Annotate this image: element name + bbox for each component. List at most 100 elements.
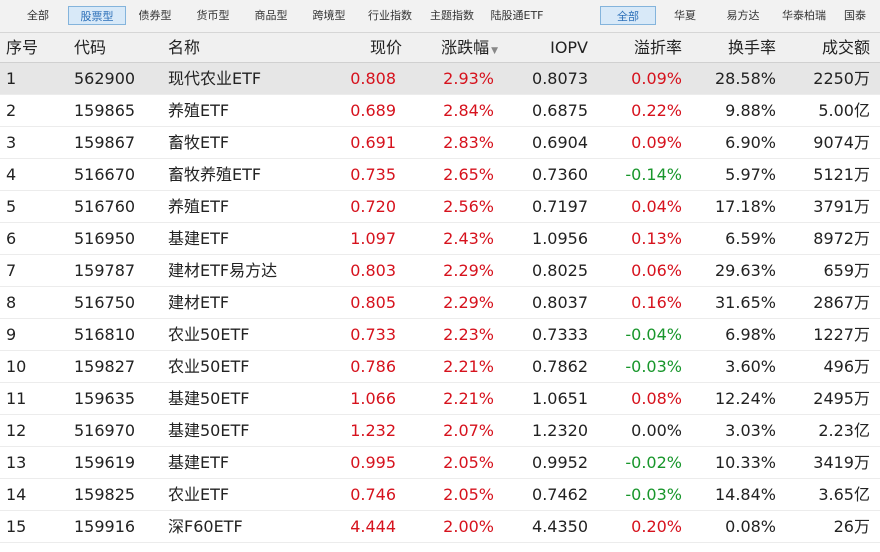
cell-name: 基建50ETF (168, 389, 250, 408)
cell-amount: 659万 (823, 261, 870, 280)
tab-industry-index[interactable]: 行业指数 (368, 9, 412, 22)
cell-price: 0.746 (350, 485, 396, 504)
cell-iopv: 0.8025 (532, 261, 588, 280)
cell-premium: 0.20% (631, 517, 682, 536)
col-header-amount[interactable]: 成交额 (821, 38, 870, 57)
tab-huatai-pinebridge[interactable]: 华泰柏瑞 (782, 9, 826, 22)
cell-index: 12 (6, 421, 27, 440)
cell-iopv: 0.9952 (532, 453, 588, 472)
tab-guotai[interactable]: 国泰 (844, 9, 866, 22)
cell-turnover: 6.90% (725, 133, 776, 152)
cell-index: 5 (6, 197, 17, 216)
col-header-index[interactable]: 序号 (6, 38, 39, 57)
cell-index: 15 (6, 517, 27, 536)
table-row[interactable]: 5 516760 养殖ETF 0.720 2.56% 0.7197 0.04% 17.18% 3… (0, 191, 880, 223)
cell-turnover: 3.60% (725, 357, 776, 376)
cell-name: 农业50ETF (168, 325, 250, 344)
cell-price: 0.995 (350, 453, 396, 472)
cell-turnover: 6.98% (725, 325, 776, 344)
cell-index: 2 (6, 101, 17, 120)
cell-price: 1.232 (350, 421, 396, 440)
cell-amount: 2867万 (813, 293, 870, 312)
table-row[interactable]: 9 516810 农业50ETF 0.733 2.23% 0.7333 -0.04% 6.98… (0, 319, 880, 351)
tab-money-type[interactable]: 货币型 (196, 9, 230, 22)
etf-table-body: 1 562900 现代农业ETF 0.808 2.93% 0.8073 0.09% 28.58… (0, 63, 880, 543)
tab-stock-connect-etf[interactable]: 陆股通ETF (490, 9, 544, 22)
cell-name: 建材ETF (168, 293, 230, 312)
cell-index: 1 (6, 69, 17, 88)
cell-amount: 5121万 (813, 165, 870, 184)
cell-premium: 0.09% (631, 133, 682, 152)
table-row[interactable]: 1 562900 现代农业ETF 0.808 2.93% 0.8073 0.09% 28.58… (0, 63, 880, 95)
cell-amount: 3419万 (813, 453, 870, 472)
cell-turnover: 12.24% (714, 389, 776, 408)
col-header-iopv[interactable]: IOPV (550, 38, 588, 57)
cell-change: 2.29% (443, 261, 494, 280)
tab-huaxia[interactable]: 华夏 (674, 9, 696, 22)
cell-name: 养殖ETF (168, 101, 230, 120)
cell-name: 畜牧养殖ETF (168, 165, 262, 184)
col-header-code[interactable]: 代码 (74, 38, 107, 57)
table-row[interactable]: 11 159635 基建50ETF 1.066 2.21% 1.0651 0.08% 12.2… (0, 383, 880, 415)
cell-code: 159865 (74, 101, 136, 120)
cell-index: 11 (6, 389, 27, 408)
table-row[interactable]: 6 516950 基建ETF 1.097 2.43% 1.0956 0.13% 6.59% 89… (0, 223, 880, 255)
cell-amount: 496万 (823, 357, 870, 376)
cell-index: 14 (6, 485, 27, 504)
col-header-price[interactable]: 现价 (369, 38, 402, 57)
tab-theme-index[interactable]: 主题指数 (430, 9, 474, 22)
cell-change: 2.83% (443, 133, 494, 152)
cell-change: 2.65% (443, 165, 494, 184)
cell-price: 0.786 (350, 357, 396, 376)
cell-turnover: 28.58% (714, 69, 776, 88)
cell-amount: 2250万 (813, 69, 870, 88)
cell-iopv: 0.8037 (532, 293, 588, 312)
table-row[interactable]: 12 516970 基建50ETF 1.232 2.07% 1.2320 0.00% 3.03… (0, 415, 880, 447)
cell-premium: 0.22% (631, 101, 682, 120)
table-header: 序号 代码 名称 现价 涨跌幅 ▼ IOPV 溢折率 换手率 成交额 (0, 33, 880, 63)
cell-iopv: 1.0956 (532, 229, 588, 248)
table-row[interactable]: 8 516750 建材ETF 0.805 2.29% 0.8037 0.16% 31.65% 2… (0, 287, 880, 319)
tab-cross-border-type[interactable]: 跨境型 (312, 9, 346, 22)
cell-premium: -0.02% (625, 453, 682, 472)
cell-code: 516760 (74, 197, 136, 216)
cell-index: 3 (6, 133, 17, 152)
cell-premium: 0.08% (631, 389, 682, 408)
tab-bond-type[interactable]: 债券型 (138, 9, 172, 22)
tab-stock-type[interactable]: 股票型 (68, 6, 126, 25)
tab-all-companies[interactable]: 全部 (600, 6, 656, 25)
col-header-change[interactable]: 涨跌幅 ▼ (441, 33, 498, 63)
cell-code: 516970 (74, 421, 136, 440)
table-row[interactable]: 4 516670 畜牧养殖ETF 0.735 2.65% 0.7360 -0.14% 5.97… (0, 159, 880, 191)
table-row[interactable]: 13 159619 基建ETF 0.995 2.05% 0.9952 -0.02% 10.33… (0, 447, 880, 479)
cell-turnover: 31.65% (714, 293, 776, 312)
cell-price: 0.720 (350, 197, 396, 216)
table-row[interactable]: 15 159916 深F60ETF 4.444 2.00% 4.4350 0.20% 0.08… (0, 511, 880, 543)
table-row[interactable]: 14 159825 农业ETF 0.746 2.05% 0.7462 -0.03% 14.84… (0, 479, 880, 511)
table-row[interactable]: 7 159787 建材ETF易方达 0.803 2.29% 0.8025 0.06% 29.6… (0, 255, 880, 287)
col-header-name[interactable]: 名称 (168, 38, 201, 57)
cell-name: 基建50ETF (168, 421, 250, 440)
table-row[interactable]: 2 159865 养殖ETF 0.689 2.84% 0.6875 0.22% 9.88% 5.… (0, 95, 880, 127)
cell-change: 2.23% (443, 325, 494, 344)
tab-all-types[interactable]: 全部 (27, 9, 49, 22)
cell-premium: 0.16% (631, 293, 682, 312)
cell-amount: 2.23亿 (818, 421, 870, 440)
cell-premium: 0.06% (631, 261, 682, 280)
cell-price: 0.735 (350, 165, 396, 184)
col-header-turnover[interactable]: 换手率 (727, 38, 776, 57)
cell-premium: 0.04% (631, 197, 682, 216)
cell-turnover: 29.63% (714, 261, 776, 280)
cell-amount: 3791万 (813, 197, 870, 216)
tab-efund[interactable]: 易方达 (726, 9, 760, 22)
col-header-premium[interactable]: 溢折率 (633, 38, 682, 57)
cell-code: 159619 (74, 453, 136, 472)
tab-commodity-type[interactable]: 商品型 (254, 9, 288, 22)
table-row[interactable]: 3 159867 畜牧ETF 0.691 2.83% 0.6904 0.09% 6.90% 90… (0, 127, 880, 159)
cell-code: 159787 (74, 261, 136, 280)
cell-premium: -0.14% (625, 165, 682, 184)
table-row[interactable]: 10 159827 农业50ETF 0.786 2.21% 0.7862 -0.03% 3.6… (0, 351, 880, 383)
cell-iopv: 0.7462 (532, 485, 588, 504)
cell-premium: -0.04% (625, 325, 682, 344)
cell-code: 159867 (74, 133, 136, 152)
